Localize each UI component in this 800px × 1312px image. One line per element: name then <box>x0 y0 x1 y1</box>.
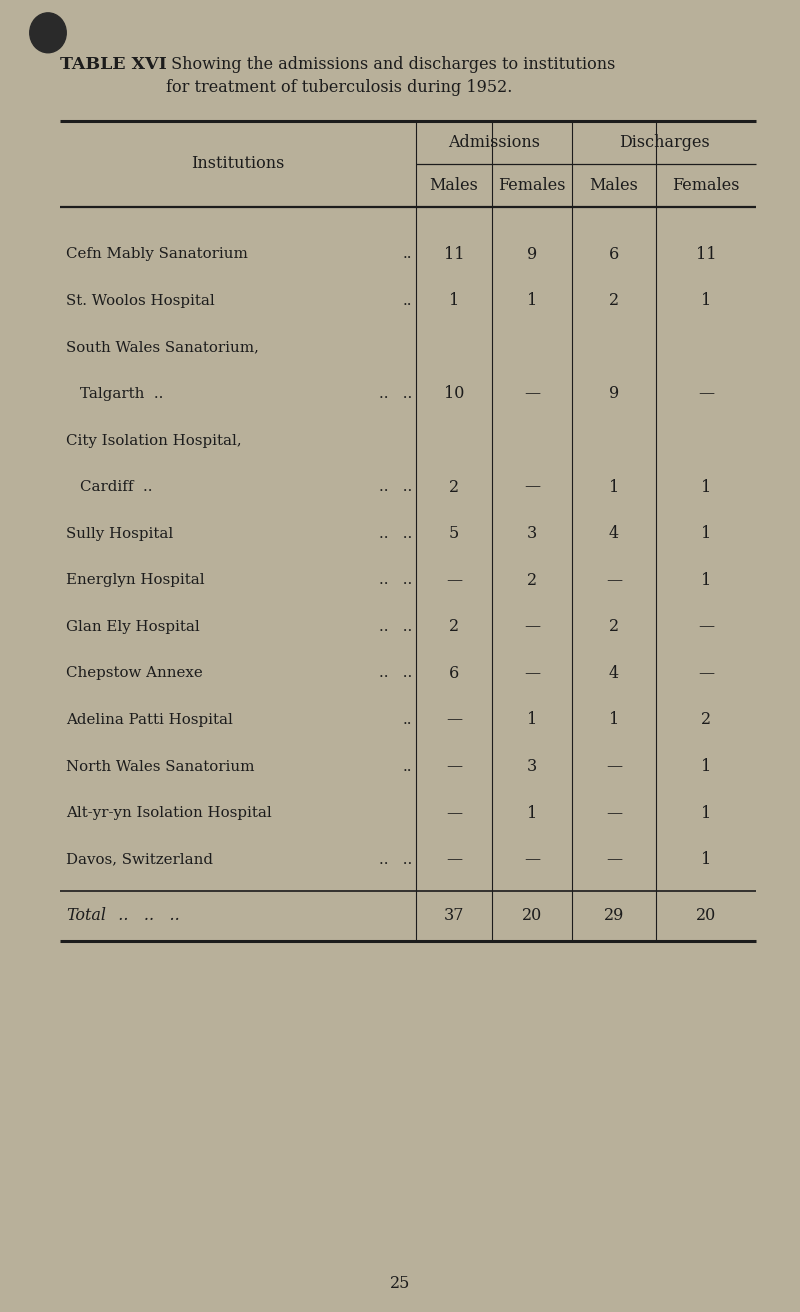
Text: ..   ..: .. .. <box>378 619 412 634</box>
Text: 5: 5 <box>449 525 459 542</box>
Text: 1: 1 <box>609 711 619 728</box>
Text: —: — <box>524 386 540 403</box>
Text: 1: 1 <box>701 572 711 589</box>
Text: 2: 2 <box>609 618 619 635</box>
Text: 6: 6 <box>609 245 619 262</box>
Text: —: — <box>606 758 622 775</box>
Text: 20: 20 <box>522 908 542 924</box>
Text: 1: 1 <box>701 804 711 821</box>
Text: ..   ..: .. .. <box>378 573 412 588</box>
Text: for treatment of tuberculosis during 1952.: for treatment of tuberculosis during 195… <box>166 79 513 96</box>
Text: ..   ..: .. .. <box>378 480 412 495</box>
Text: 1: 1 <box>527 711 537 728</box>
Text: —: — <box>698 618 714 635</box>
Text: ..   ..: .. .. <box>378 526 412 541</box>
Text: —: — <box>446 711 462 728</box>
Text: 25: 25 <box>390 1275 410 1291</box>
Text: ..: .. <box>402 294 412 308</box>
Text: —: — <box>524 618 540 635</box>
Text: Males: Males <box>430 177 478 194</box>
Text: ..   ..: .. .. <box>378 387 412 401</box>
Text: —: — <box>606 572 622 589</box>
Text: —: — <box>524 851 540 869</box>
Text: Alt-yr-yn Isolation Hospital: Alt-yr-yn Isolation Hospital <box>66 806 272 820</box>
Text: 2: 2 <box>527 572 537 589</box>
Text: Total: Total <box>66 908 106 924</box>
Text: Talgarth  ..: Talgarth .. <box>80 387 163 401</box>
Text: St. Woolos Hospital: St. Woolos Hospital <box>66 294 215 308</box>
Text: Females: Females <box>672 177 740 194</box>
Text: 10: 10 <box>444 386 464 403</box>
Text: 1: 1 <box>701 851 711 869</box>
Text: Cardiff  ..: Cardiff .. <box>80 480 153 495</box>
Text: Discharges: Discharges <box>618 134 710 151</box>
Text: 1: 1 <box>527 804 537 821</box>
Text: ..   ..: .. .. <box>378 666 412 681</box>
Text: —: — <box>606 804 622 821</box>
Text: 1: 1 <box>701 758 711 775</box>
Text: TABLE XVI: TABLE XVI <box>60 56 166 73</box>
Text: 2: 2 <box>449 479 459 496</box>
Text: ..   ..: .. .. <box>378 853 412 867</box>
Text: —: — <box>446 572 462 589</box>
Text: —: — <box>524 665 540 682</box>
Text: Cefn Mably Sanatorium: Cefn Mably Sanatorium <box>66 247 248 261</box>
Text: —: — <box>698 386 714 403</box>
Text: 4: 4 <box>609 665 619 682</box>
Text: 37: 37 <box>444 908 464 924</box>
Text: 1: 1 <box>701 479 711 496</box>
Text: Males: Males <box>590 177 638 194</box>
Text: —: — <box>446 851 462 869</box>
Text: Sully Hospital: Sully Hospital <box>66 526 174 541</box>
Text: 6: 6 <box>449 665 459 682</box>
Text: Davos, Switzerland: Davos, Switzerland <box>66 853 214 867</box>
Text: 1: 1 <box>701 293 711 310</box>
Text: 2: 2 <box>701 711 711 728</box>
Text: 4: 4 <box>609 525 619 542</box>
Text: 3: 3 <box>527 525 537 542</box>
Text: Admissions: Admissions <box>448 134 540 151</box>
Text: 1: 1 <box>527 293 537 310</box>
Text: 2: 2 <box>449 618 459 635</box>
Text: 9: 9 <box>527 245 537 262</box>
Text: —: — <box>524 479 540 496</box>
Text: Females: Females <box>498 177 566 194</box>
Text: ..   ..   ..: .. .. .. <box>108 908 180 924</box>
Text: Glan Ely Hospital: Glan Ely Hospital <box>66 619 200 634</box>
Text: 20: 20 <box>696 908 716 924</box>
Text: ..: .. <box>402 760 412 774</box>
Text: Chepstow Annexe: Chepstow Annexe <box>66 666 203 681</box>
Text: 9: 9 <box>609 386 619 403</box>
Text: ..: .. <box>402 712 412 727</box>
Text: 11: 11 <box>696 245 716 262</box>
Circle shape <box>30 13 66 52</box>
Text: City Isolation Hospital,: City Isolation Hospital, <box>66 433 242 447</box>
Text: Institutions: Institutions <box>191 156 285 172</box>
Text: Adelina Patti Hospital: Adelina Patti Hospital <box>66 712 234 727</box>
Text: 1: 1 <box>449 293 459 310</box>
Text: —: — <box>698 665 714 682</box>
Text: Showing the admissions and discharges to institutions: Showing the admissions and discharges to… <box>166 56 616 73</box>
Text: 11: 11 <box>444 245 464 262</box>
Text: 3: 3 <box>527 758 537 775</box>
Text: —: — <box>606 851 622 869</box>
Text: North Wales Sanatorium: North Wales Sanatorium <box>66 760 255 774</box>
Text: ..: .. <box>402 247 412 261</box>
Text: —: — <box>446 758 462 775</box>
Text: 2: 2 <box>609 293 619 310</box>
Text: 1: 1 <box>609 479 619 496</box>
Text: —: — <box>446 804 462 821</box>
Text: 29: 29 <box>604 908 624 924</box>
Text: 1: 1 <box>701 525 711 542</box>
Text: Energlyn Hospital: Energlyn Hospital <box>66 573 205 588</box>
Text: South Wales Sanatorium,: South Wales Sanatorium, <box>66 340 259 354</box>
